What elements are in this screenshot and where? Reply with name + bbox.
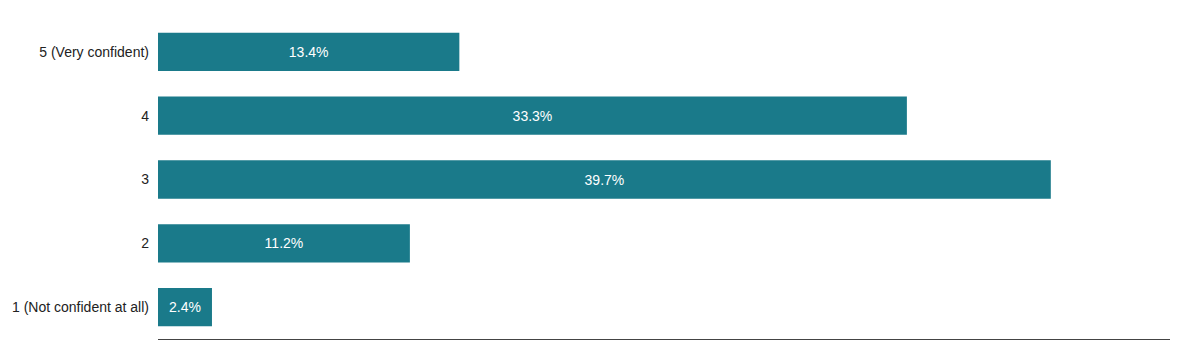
- svg-text:2.4%: 2.4%: [169, 299, 201, 315]
- svg-text:13.4%: 13.4%: [289, 44, 329, 60]
- svg-text:2: 2: [141, 235, 149, 251]
- svg-text:39.7%: 39.7%: [585, 172, 625, 188]
- svg-text:3: 3: [141, 171, 149, 187]
- svg-text:11.2%: 11.2%: [265, 235, 304, 251]
- svg-text:1 (Not confident at all): 1 (Not confident at all): [12, 299, 149, 315]
- svg-text:5 (Very confident): 5 (Very confident): [39, 44, 149, 60]
- svg-text:33.3%: 33.3%: [513, 108, 553, 124]
- svg-text:4: 4: [141, 108, 149, 124]
